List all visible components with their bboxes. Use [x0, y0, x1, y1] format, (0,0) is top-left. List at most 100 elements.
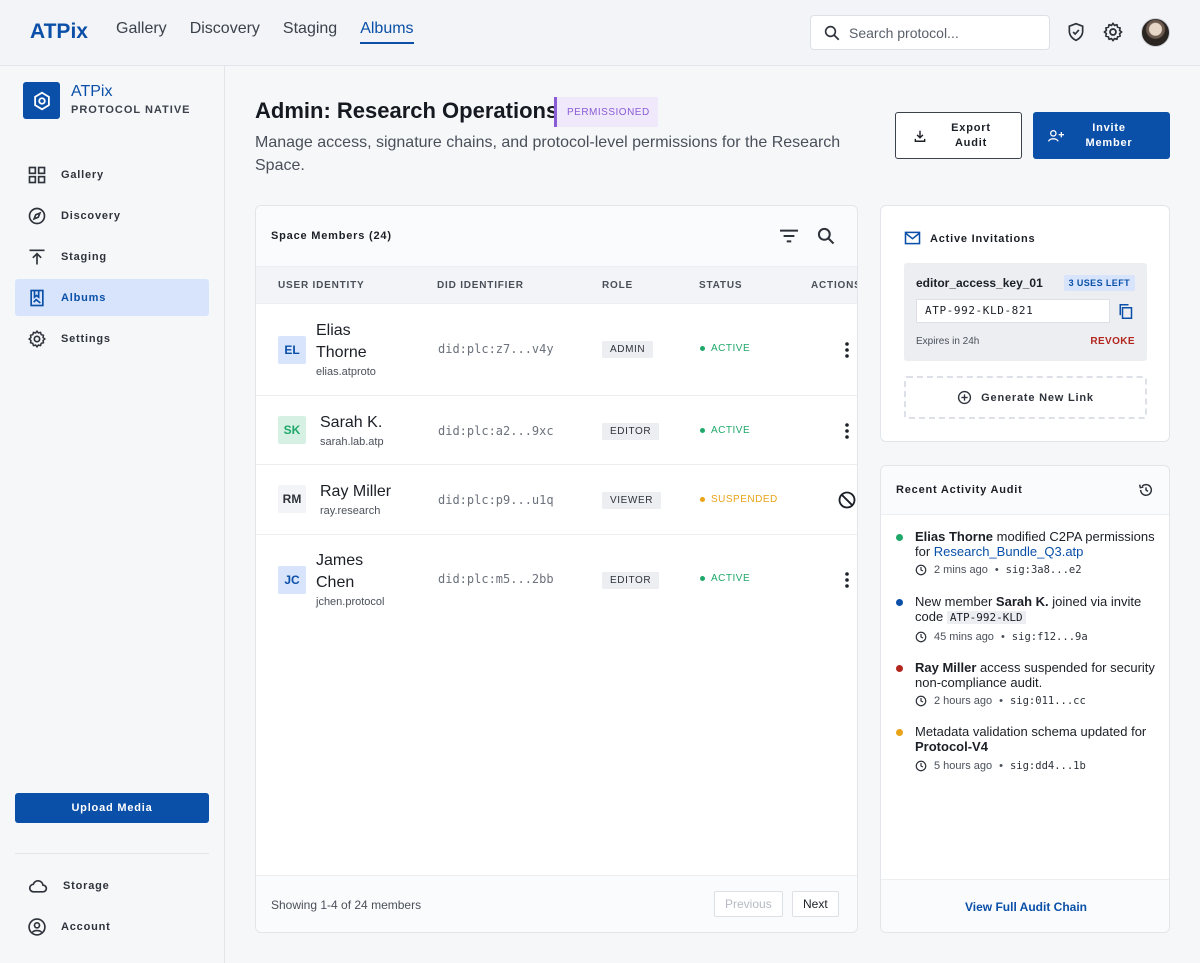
- audit-dot: [896, 599, 903, 606]
- sidebar-item-label: Albums: [61, 291, 107, 304]
- clock-icon: [915, 631, 927, 643]
- avatar: RM: [278, 485, 306, 513]
- audit-entry: New member Sarah K. joined via invite co…: [896, 594, 1161, 649]
- top-nav-albums[interactable]: Albums: [360, 20, 414, 44]
- member-handle: sarah.lab.atp: [320, 436, 384, 448]
- audit-entry-text: Elias Thorne modified C2PA permissions f…: [915, 529, 1155, 559]
- previous-page-button[interactable]: Previous: [714, 891, 783, 917]
- audit-entry-text: Metadata validation schema updated for P…: [915, 724, 1147, 754]
- audit-dot: [896, 665, 903, 672]
- table-header: USER IDENTITY DID IDENTIFIER ROLE STATUS…: [256, 267, 858, 304]
- sidebar-brand-subtitle: PROTOCOL NATIVE: [71, 104, 191, 116]
- status-badge: SUSPENDED: [700, 494, 778, 505]
- member-handle: jchen.protocol: [316, 596, 385, 608]
- role-badge: EDITOR: [602, 423, 660, 440]
- generate-link-button[interactable]: Generate New Link: [904, 376, 1147, 419]
- audit-title: Recent Activity Audit: [896, 484, 1023, 496]
- brand-logo[interactable]: ATPix: [30, 20, 88, 43]
- top-nav-gallery[interactable]: Gallery: [116, 20, 167, 37]
- next-page-button[interactable]: Next: [792, 891, 839, 917]
- revoke-link[interactable]: REVOKE: [1090, 336, 1135, 347]
- role-badge: ADMIN: [602, 341, 654, 358]
- search-icon[interactable]: [816, 226, 836, 246]
- invite-code-field[interactable]: ATP-992-KLD-821: [916, 299, 1110, 323]
- invite-expiry: Expires in 24h: [916, 336, 980, 347]
- sidebar-item-albums[interactable]: Albums: [15, 279, 209, 316]
- table-row[interactable]: RM Ray Miller ray.research did:plc:p9...…: [256, 465, 857, 535]
- member-name: Sarah K.: [320, 414, 383, 431]
- members-card-header: Space Members (24): [256, 206, 857, 267]
- pagination-summary: Showing 1-4 of 24 members: [271, 898, 422, 912]
- sidebar-item-discovery[interactable]: Discovery: [15, 197, 209, 234]
- audit-entry: Ray Miller access suspended for security…: [896, 660, 1161, 715]
- avatar: EL: [278, 336, 306, 364]
- clock-icon: [915, 695, 927, 707]
- audit-meta: 45 mins ago • sig:f12...9a: [915, 631, 1088, 643]
- user-avatar[interactable]: [1141, 18, 1170, 47]
- top-nav-staging[interactable]: Staging: [282, 20, 338, 37]
- sidebar-divider: [15, 853, 209, 854]
- block-icon[interactable]: [837, 490, 857, 510]
- invite-member-label: Invite Member: [1085, 121, 1133, 149]
- audit-meta: 2 mins ago • sig:3a8...e2: [915, 564, 1082, 576]
- active-invitations-card: Active Invitations editor_access_key_01 …: [880, 205, 1170, 442]
- mail-icon: [904, 231, 921, 245]
- filter-icon[interactable]: [778, 227, 800, 245]
- invitations-title: Active Invitations: [930, 233, 1036, 245]
- sidebar-item-account[interactable]: Account: [15, 908, 209, 945]
- member-handle: ray.research: [320, 505, 381, 517]
- top-bar: ATPix Gallery Discovery Staging Albums: [0, 0, 1200, 66]
- col-actions: ACTIONS: [811, 280, 858, 291]
- sidebar-item-storage[interactable]: Storage: [15, 867, 209, 904]
- activity-audit-card: Recent Activity Audit Elias Thorne modif…: [880, 465, 1170, 933]
- search-input[interactable]: [849, 24, 1029, 41]
- more-options-icon[interactable]: [837, 340, 857, 360]
- compass-icon: [28, 207, 46, 224]
- more-options-icon[interactable]: [837, 421, 857, 441]
- clock-icon: [915, 760, 927, 772]
- audit-meta: 5 hours ago • sig:dd4...1b: [915, 760, 1086, 772]
- generate-link-label: Generate New Link: [981, 391, 1094, 404]
- table-row[interactable]: JC James Chen jchen.protocol did:plc:m5.…: [256, 535, 857, 625]
- sidebar-item-staging[interactable]: Staging: [15, 238, 209, 275]
- bundle-link[interactable]: Research_Bundle_Q3.atp: [933, 544, 1084, 559]
- search-box[interactable]: [810, 15, 1050, 50]
- sidebar-item-label: Storage: [63, 879, 110, 892]
- audit-entry-text: Ray Miller access suspended for security…: [915, 660, 1155, 690]
- sidebar-item-label: Gallery: [61, 168, 104, 181]
- export-audit-button[interactable]: Export Audit: [895, 112, 1022, 159]
- audit-card-header: Recent Activity Audit: [881, 466, 1169, 515]
- col-did-identifier: DID IDENTIFIER: [437, 280, 524, 291]
- sidebar-item-label: Settings: [61, 332, 111, 345]
- invite-code-value: ATP-992-KLD-821: [925, 304, 1034, 317]
- member-name: Elias Thorne: [316, 322, 367, 361]
- shield-check-icon[interactable]: [1065, 21, 1087, 43]
- invite-key-box: editor_access_key_01 3 USES LEFT ATP-992…: [904, 263, 1147, 361]
- member-name: James Chen: [316, 552, 364, 591]
- sidebar-item-gallery[interactable]: Gallery: [15, 156, 209, 193]
- invite-member-button[interactable]: Invite Member: [1033, 112, 1170, 159]
- export-audit-label: Export Audit: [951, 121, 991, 149]
- sidebar-item-label: Account: [61, 920, 111, 933]
- sidebar-item-settings[interactable]: Settings: [15, 320, 209, 357]
- table-row[interactable]: EL Elias Thorne elias.atproto did:plc:z7…: [256, 304, 857, 396]
- search-icon: [824, 25, 840, 40]
- status-badge: ACTIVE: [700, 425, 750, 436]
- table-row[interactable]: SK Sarah K. sarah.lab.atp did:plc:a2...9…: [256, 396, 857, 465]
- audit-dot: [896, 729, 903, 736]
- grid-icon: [28, 166, 46, 183]
- upload-media-button[interactable]: Upload Media: [15, 793, 209, 823]
- audit-entry: Elias Thorne modified C2PA permissions f…: [896, 529, 1161, 584]
- member-did: did:plc:z7...v4y: [438, 342, 554, 356]
- view-audit-chain-link[interactable]: View Full Audit Chain: [881, 879, 1169, 932]
- role-badge: EDITOR: [602, 572, 660, 589]
- more-options-icon[interactable]: [837, 570, 857, 590]
- member-did: did:plc:a2...9xc: [438, 424, 554, 438]
- gear-icon[interactable]: [1102, 21, 1124, 43]
- copy-icon[interactable]: [1118, 303, 1133, 320]
- download-icon: [914, 130, 926, 142]
- audit-dot: [896, 534, 903, 541]
- col-user-identity: USER IDENTITY: [278, 280, 365, 291]
- history-icon[interactable]: [1138, 482, 1154, 498]
- top-nav-discovery[interactable]: Discovery: [189, 20, 260, 37]
